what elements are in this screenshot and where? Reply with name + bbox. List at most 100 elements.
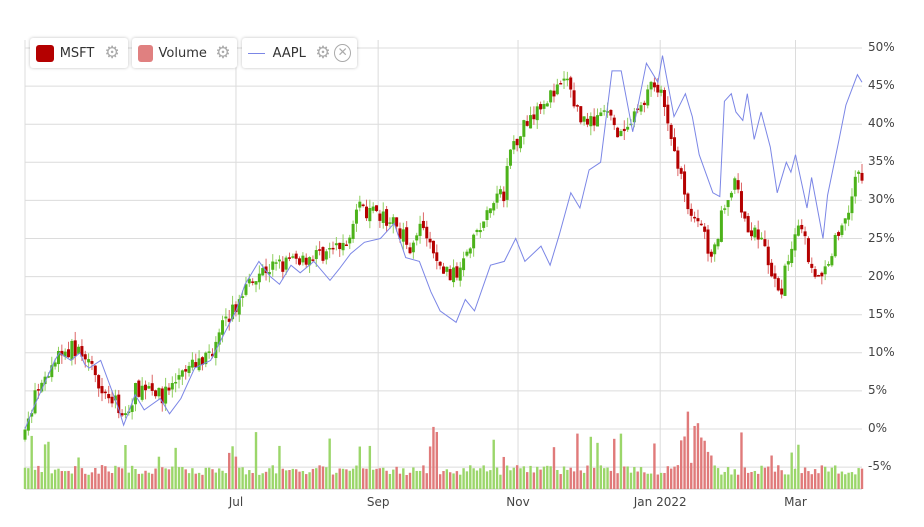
volume-bar [780, 470, 783, 489]
msft-candle [666, 104, 670, 124]
volume-bar [736, 474, 740, 489]
legend-item-volume[interactable]: Volume ⚙ [132, 38, 237, 68]
volume-bar [680, 440, 683, 489]
msft-candle [596, 115, 600, 127]
volume-bar [254, 432, 258, 489]
msft-candle [60, 350, 64, 356]
volume-bar [629, 472, 633, 489]
msft-candle [760, 237, 764, 240]
volume-bar [107, 471, 110, 489]
volume-bar [536, 466, 539, 489]
volume-bar [395, 466, 398, 489]
volume-bar [184, 469, 187, 489]
msft-candle [709, 251, 713, 257]
msft-candle [559, 83, 563, 85]
volume-bar [197, 472, 201, 489]
volume-bar [388, 473, 392, 489]
volume-bar [603, 468, 606, 489]
volume-bar [606, 467, 609, 489]
msft-candle [277, 259, 281, 262]
msft-candle [375, 205, 379, 212]
volume-bar [30, 435, 33, 489]
msft-candle [542, 104, 546, 109]
volume-bar [623, 466, 626, 489]
legend-label-volume: Volume [158, 45, 207, 61]
msft-candle [190, 359, 194, 368]
msft-candle [676, 150, 680, 169]
volume-bar [84, 473, 87, 489]
legend-item-msft[interactable]: MSFT ⚙ [30, 38, 128, 68]
volume-bar [860, 468, 864, 489]
y-tick-label: 25% [868, 230, 895, 245]
msft-candle [261, 268, 265, 276]
msft-candle [713, 244, 717, 255]
volume-bar [281, 468, 284, 489]
msft-candle [217, 332, 221, 345]
msft-candle [806, 238, 810, 263]
msft-candle [495, 193, 499, 203]
volume-bar [847, 472, 850, 489]
msft-candle [800, 224, 804, 230]
msft-candle [475, 229, 479, 233]
volume-bar [402, 468, 405, 489]
volume-bar [505, 465, 509, 489]
legend-item-aapl[interactable]: AAPL ⚙ ✕ [242, 38, 357, 68]
msft-candle [207, 351, 211, 353]
volume-bar [579, 470, 582, 489]
gear-icon[interactable]: ⚙ [215, 43, 231, 63]
msft-candle [321, 247, 325, 261]
msft-candle [465, 251, 469, 256]
volume-bar [274, 473, 278, 489]
volume-bar [696, 423, 700, 489]
msft-candle [756, 229, 760, 240]
volume-bar [67, 470, 70, 489]
volume-bar [840, 471, 844, 489]
volume-bar [70, 473, 74, 489]
volume-bar [348, 470, 351, 489]
volume-bar [569, 467, 572, 489]
y-tick-label: 40% [868, 116, 895, 131]
msft-candle [36, 389, 40, 391]
msft-candle [80, 346, 84, 357]
msft-candle [344, 244, 348, 246]
volume-bar [495, 467, 499, 489]
volume-bar [325, 467, 328, 489]
msft-candle [67, 349, 71, 358]
volume-bar [472, 468, 475, 489]
volume-bar [147, 472, 151, 489]
msft-candle [810, 263, 814, 268]
msft-candle [512, 141, 516, 150]
msft-candle [103, 391, 107, 394]
msft-candle [348, 237, 352, 244]
volume-bar [773, 471, 777, 489]
msft-candle [529, 115, 533, 129]
msft-candle [753, 227, 757, 238]
volume-bar [787, 474, 790, 489]
volume-bar [104, 466, 107, 489]
msft-candle [411, 242, 415, 253]
volume-bar [318, 465, 321, 489]
volume-bar [251, 472, 254, 489]
volume-bar [264, 471, 268, 489]
gear-icon[interactable]: ⚙ [104, 43, 120, 63]
volume-bar [740, 432, 743, 489]
close-icon[interactable]: ✕ [334, 44, 352, 62]
gear-icon[interactable]: ⚙ [315, 43, 331, 63]
volume-bar [834, 465, 837, 489]
volume-bar [351, 468, 355, 489]
msft-candle [703, 226, 707, 232]
msft-candle [391, 217, 395, 225]
volume-bar [74, 466, 77, 489]
volume-bar [77, 457, 80, 489]
msft-candle [837, 232, 841, 236]
volume-bar [214, 472, 218, 489]
msft-candle [304, 257, 308, 265]
msft-candle [251, 281, 255, 283]
msft-candle [478, 230, 482, 233]
msft-candle [180, 370, 184, 377]
msft-candle [408, 247, 412, 254]
volume-bar [462, 468, 465, 489]
volume-bar [114, 465, 117, 489]
msft-candle [539, 104, 543, 110]
volume-bar [110, 473, 114, 489]
